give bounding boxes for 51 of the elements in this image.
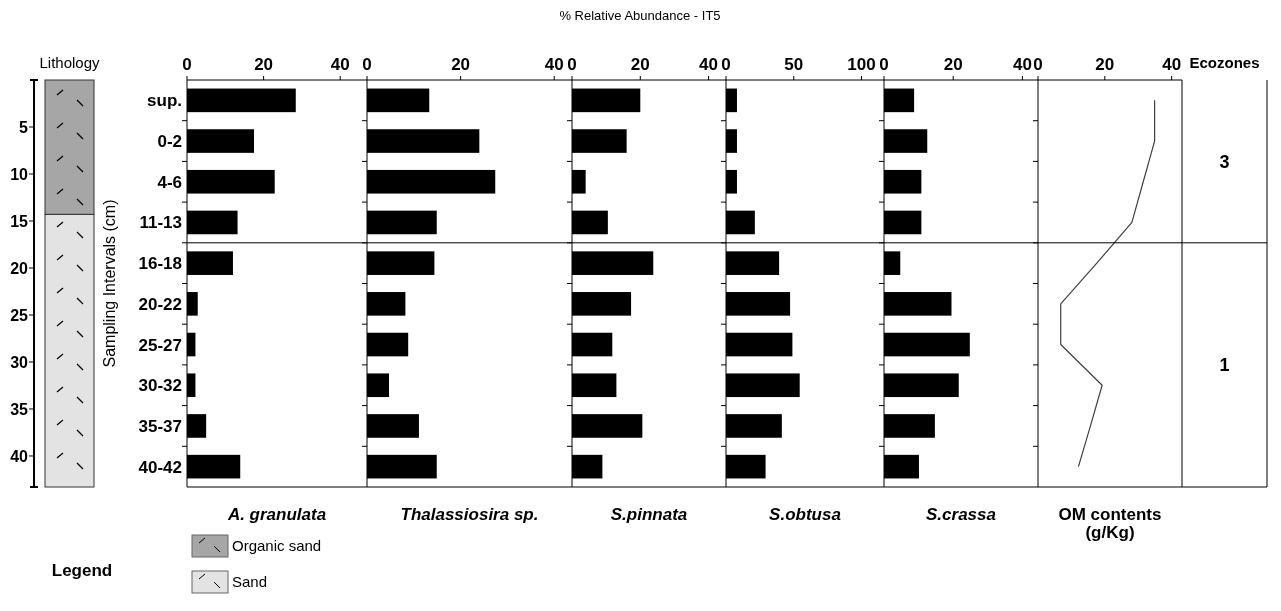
- y-tick-label: 20-22: [138, 294, 182, 314]
- y-tick-label: 16-18: [138, 254, 182, 274]
- text: Sand: [232, 573, 268, 591]
- x-tick-label: 20: [451, 55, 471, 74]
- y-tick-label: 30-32: [138, 376, 182, 396]
- x-axis-title: S.obtusa: [769, 505, 841, 524]
- text: 3: [1219, 151, 1230, 172]
- text: Ecozones: [1189, 54, 1260, 71]
- x-tick-label: 40: [699, 55, 719, 74]
- x-tick-label: 0: [879, 55, 889, 74]
- text: % Relative Abundance - IT5: [559, 8, 721, 23]
- y-tick-label: 35: [10, 400, 29, 418]
- y-tick-label: 11-13: [139, 213, 182, 233]
- x-tick-label: 20: [1095, 55, 1115, 74]
- y-tick-label: 15: [10, 212, 29, 230]
- x-tick-label: 0: [721, 55, 731, 74]
- x-tick-label: 20: [943, 55, 963, 74]
- x-axis-title: Thalassiosira sp.: [400, 505, 539, 524]
- x-tick-label: 0: [182, 55, 192, 74]
- y-tick-label: 40: [10, 447, 29, 465]
- x-tick-label: 40: [544, 55, 564, 74]
- y-tick-label: 4-6: [157, 172, 182, 192]
- x-tick-label: 40: [330, 55, 350, 74]
- y-axis-title: Sampling Intervals (cm): [101, 199, 118, 368]
- x-axis-title: S.pinnata: [610, 505, 688, 524]
- x-tick-label: 0: [567, 55, 577, 74]
- x-tick-label: 0: [1033, 55, 1043, 74]
- x-tick-label: 40: [1162, 55, 1182, 74]
- y-tick-label: 10: [10, 165, 29, 183]
- y-tick-label: 25-27: [138, 335, 182, 355]
- x-tick-label: 100: [847, 55, 876, 74]
- x-axis-title: A. granulata: [226, 505, 327, 524]
- legend-label: Organic sand: [232, 537, 322, 555]
- legend-title: Legend: [51, 561, 113, 580]
- y-tick-label: 5: [19, 118, 29, 136]
- x-axis-title: OM contents (g/Kg): [1058, 505, 1162, 542]
- y-tick-label: 25: [10, 306, 29, 324]
- y-tick-label: 35-37: [138, 416, 182, 436]
- x-tick-label: 0: [362, 55, 372, 74]
- x-tick-label: 40: [1012, 55, 1032, 74]
- x-tick-label: 20: [254, 55, 274, 74]
- y-tick-label: 0-2: [157, 132, 182, 151]
- chart-title: Lithology: [39, 54, 101, 71]
- text: 1: [1219, 355, 1230, 376]
- y-tick-label: 30: [10, 353, 29, 371]
- y-tick-label: 40-42: [138, 457, 182, 477]
- x-tick-label: 20: [630, 55, 650, 74]
- x-axis-title: S.crassa: [926, 505, 996, 524]
- x-tick-label: 50: [784, 55, 804, 74]
- y-tick-label: 20: [10, 259, 29, 277]
- y-tick-label: sup.: [147, 91, 182, 111]
